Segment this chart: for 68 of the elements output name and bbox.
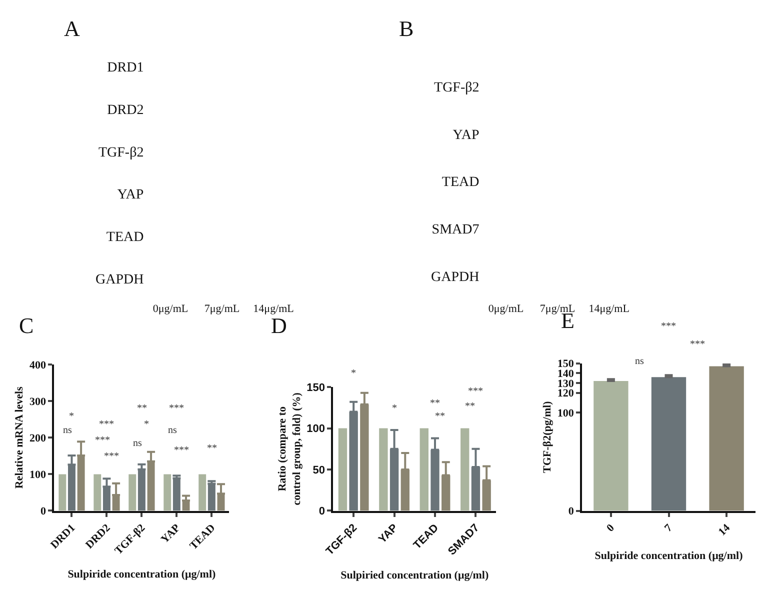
text: A [64,16,80,41]
annotation: ns [63,425,72,436]
text: *** [661,321,676,332]
annotation: ns [635,356,644,367]
chart-title: D [271,313,287,338]
x-tick-label: 7 [662,522,676,534]
annotation: *** [468,386,483,397]
text: B [399,16,414,41]
annotation: *** [169,403,184,414]
category-label: 0μg/mL [488,302,524,315]
annotation: ** [435,411,445,422]
category-label: 7μg/mL [540,302,576,315]
category-label: YAP [452,128,480,143]
chart-title: C [19,313,34,338]
category-label: 14μg/mL [588,302,630,315]
text: *** [690,339,705,350]
annotation: ns [168,425,177,436]
category-label: DRD2 [107,102,144,118]
x-tick-label: 14 [716,522,733,538]
annotation: * [69,411,74,422]
y-tick-label: 100 [557,407,574,420]
category-label: SMAD7 [432,222,480,238]
annotation: *** [95,435,110,446]
category-label: 7μg/mL [204,302,240,315]
category-label: YAP [117,188,144,203]
x-tick-label: 0 [604,522,618,534]
category-label: TGF-β2 [98,145,144,160]
annotation: *** [174,445,189,456]
y-axis-title: TGF-β2(pg/ml) [541,400,554,473]
y-tick-label: 140 [557,368,574,380]
y-tick-label: 0 [568,506,574,518]
y-tick-label: 50 [312,464,326,476]
y-tick-label: 100 [306,423,326,436]
y-tick-label: 400 [30,359,47,372]
text: * [351,368,356,379]
category-label: 0μg/mL [152,302,188,315]
category-label: GAPDH [95,272,144,288]
y-tick-label: 0 [318,506,326,518]
y-tick-label: 0 [40,506,47,518]
y-tick-label: 100 [30,469,47,482]
annotation: * [144,419,149,430]
annotation: ** [137,403,147,414]
category-label: GAPDH [431,270,480,285]
x-axis-title: Sulpiride concentration (μg/ml) [594,550,744,562]
category-label: 14μg/mL [253,302,294,315]
x-axis-title: Sulpiried concentration (μg/ml) [340,569,489,582]
category-label: DRD1 [107,60,144,76]
category-label: TGF-β2 [434,80,480,96]
annotation: ** [430,398,440,409]
y-tick-label: 120 [557,388,574,400]
y-tick-label: 200 [30,432,47,444]
annotation: * [392,403,397,414]
annotation: *** [104,451,119,462]
x-tick-label: YAP [376,522,400,546]
annotation: *** [99,419,114,430]
x-tick-label: YAP [158,522,183,546]
category-label: TEAD [442,175,480,190]
y-axis-title: Ratio (compare to control group, fold) (%) [276,392,303,506]
category-label: TEAD [106,230,144,246]
y-tick-label: 130 [557,378,574,390]
y-tick-label: 300 [30,396,47,408]
x-axis-title: Sulpiride concentration (μg/ml) [68,568,216,581]
annotation: ** [207,443,217,454]
annotation: ns [133,438,142,449]
y-axis-title: Relative mRNA levels [14,386,26,489]
annotation: ** [465,401,475,412]
y-tick-label: 150 [557,358,574,370]
y-tick-label: 150 [306,382,326,394]
